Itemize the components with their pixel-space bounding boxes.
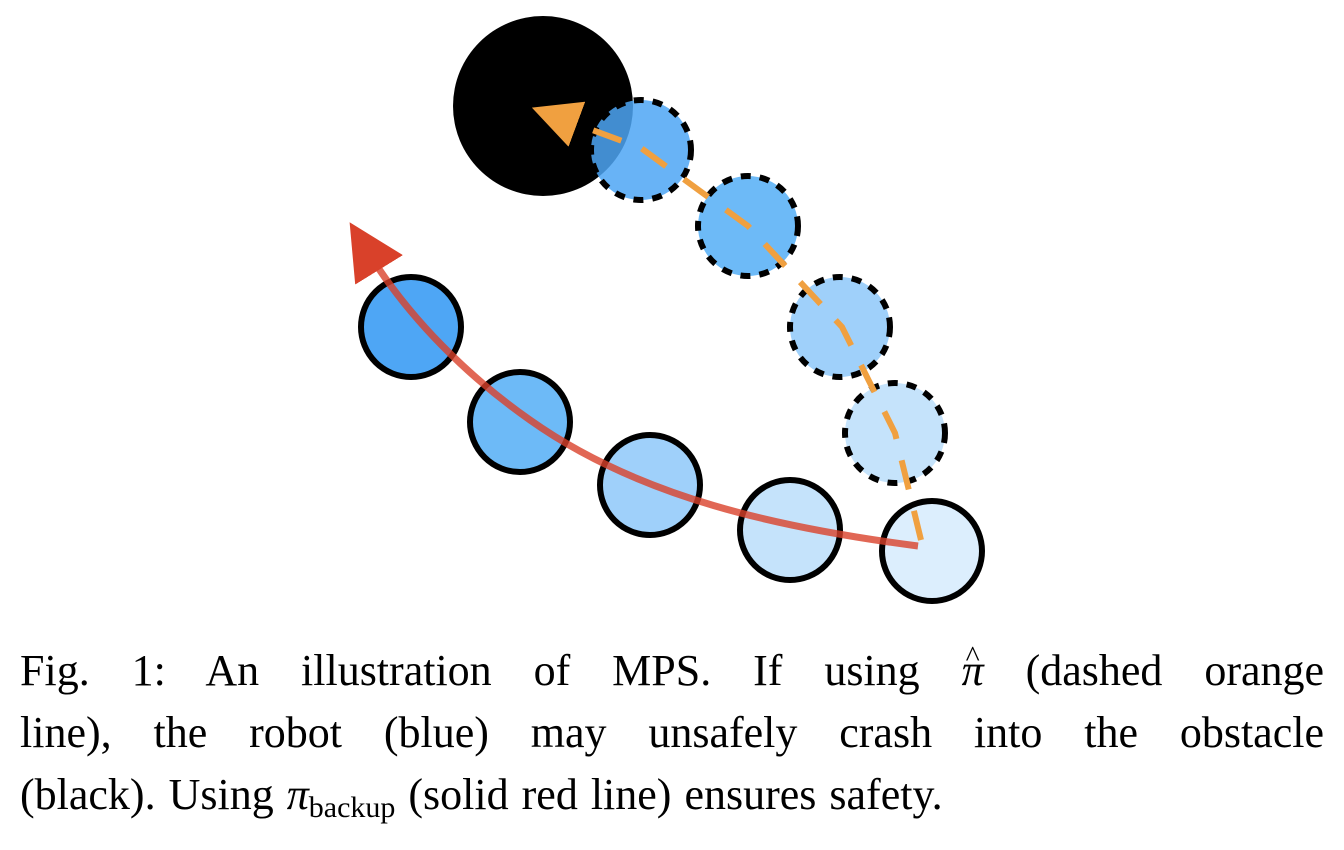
caption-line-2: line), the robot (blue) may unsafely cra… xyxy=(20,708,1324,757)
backup-path xyxy=(349,222,919,550)
caption-text-1b: (dashed orange xyxy=(1025,646,1325,695)
caption-line-1: Fig. 1: An illustration of MPS. If using… xyxy=(20,626,1325,702)
caption-text-3b: (solid red line) ensures safety. xyxy=(408,770,943,819)
robot-backup-1 xyxy=(358,274,464,380)
caption-line-3: (black). Using πbackup (solid red line) … xyxy=(20,764,1324,826)
pi-symbol: π xyxy=(286,770,309,819)
pi-backup-symbol: πbackup xyxy=(286,770,396,823)
robot-backup-5 xyxy=(879,498,985,604)
mps-illustration xyxy=(349,16,985,604)
backup-subscript: backup xyxy=(308,791,396,824)
fig-label: Fig. 1: xyxy=(20,646,166,695)
caption-text-1a: An illustration of MPS. If using xyxy=(205,646,920,695)
caption-text-3a: (black). Using xyxy=(20,770,274,819)
pi-hat-symbol: π xyxy=(962,626,984,702)
robot-backup-4 xyxy=(737,477,843,583)
figure-caption: Fig. 1: An illustration of MPS. If using… xyxy=(20,626,1325,826)
